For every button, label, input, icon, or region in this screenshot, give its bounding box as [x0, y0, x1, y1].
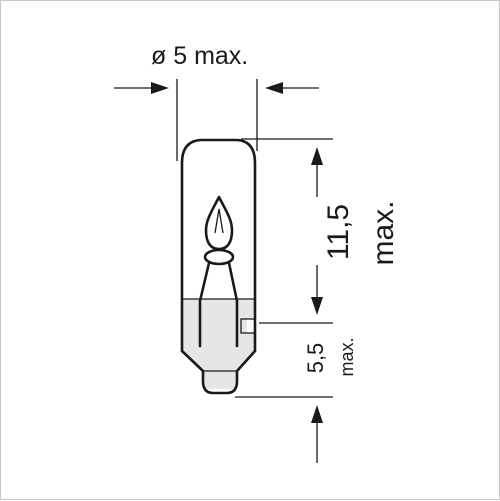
diameter-arrow-right: [265, 82, 283, 94]
length-value: 11,5: [322, 204, 355, 260]
length-suffix: max.: [367, 200, 400, 265]
base-tab: [240, 318, 256, 334]
diameter-arrow-left: [151, 82, 169, 94]
wedge-base-outline: [180, 349, 257, 395]
length-arrow-top: [311, 147, 323, 165]
filament-coil: [214, 208, 224, 234]
base-length-suffix: max.: [337, 337, 357, 376]
base-arrow-up: [311, 405, 323, 423]
base-shading: [182, 299, 255, 389]
filament-support-wires: [198, 261, 239, 348]
base-length-value: 5,5: [303, 343, 328, 374]
glass-bead: [203, 248, 235, 266]
bulb-glass-outline: [180, 138, 257, 353]
diameter-label: ø 5 max.: [151, 42, 248, 70]
length-arrow-bottom: [311, 297, 323, 315]
filament-icon: [204, 195, 234, 251]
